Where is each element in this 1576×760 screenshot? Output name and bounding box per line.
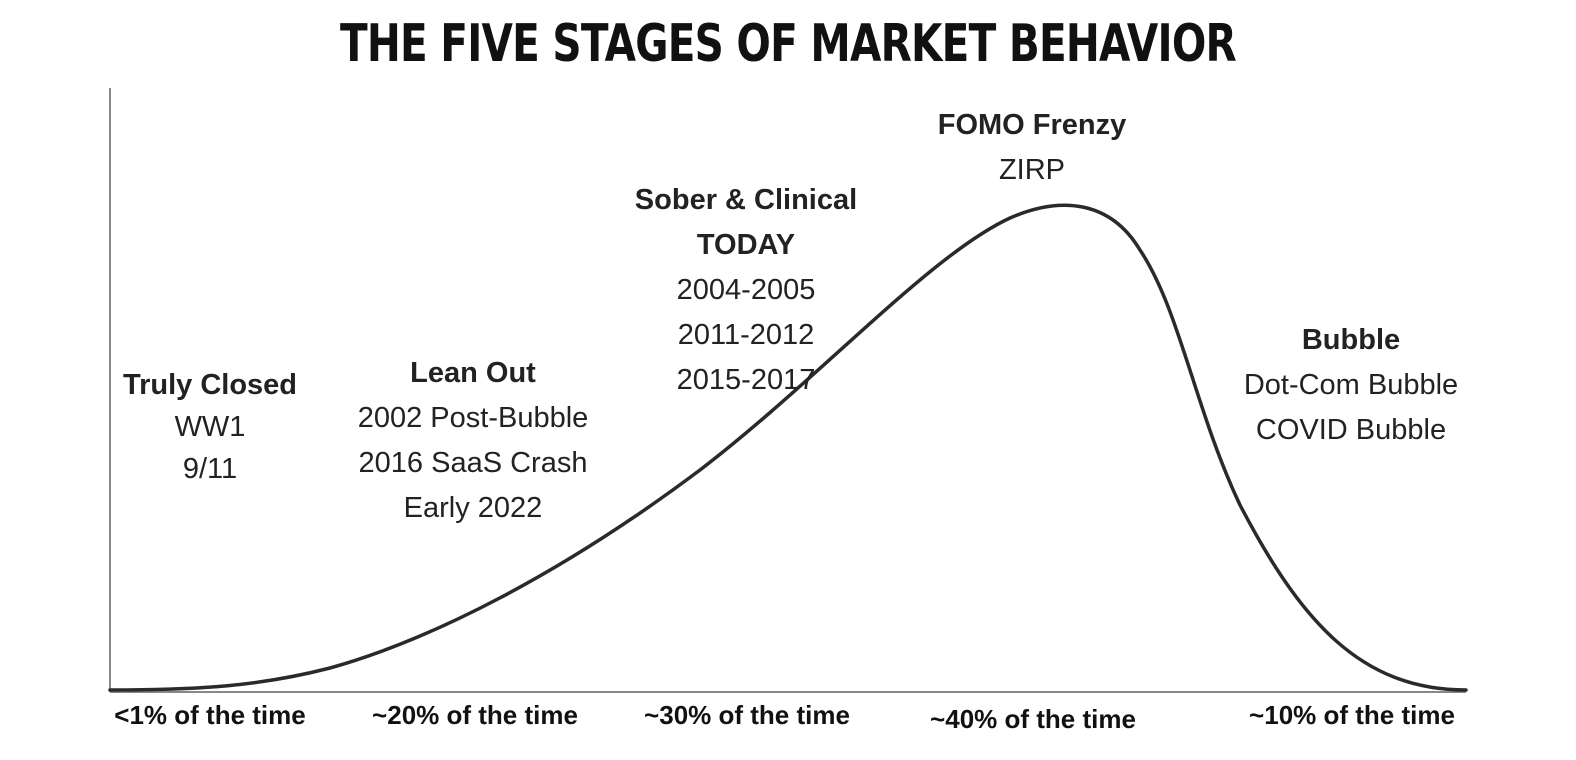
stage-example: Early 2022	[403, 492, 543, 524]
stage-example: COVID Bubble	[1255, 414, 1447, 446]
stage-name: Lean Out	[410, 357, 536, 389]
stage-sober-clinical: Sober & Clinical TODAY 2004-2005 2011-20…	[606, 178, 886, 403]
diagram-title: THE FIVE STAGES OF MARKET BEHAVIOR	[339, 14, 1237, 74]
stage-name: FOMO Frenzy	[937, 109, 1127, 141]
stage-example: 2015-2017	[676, 364, 816, 396]
stage-name: Truly Closed	[122, 369, 298, 401]
stage-example: 2011-2012	[677, 319, 815, 351]
share-truly-closed: <1% of the time	[114, 700, 306, 730]
market-cycle-curve	[108, 203, 1468, 692]
stage-example: ZIRP	[998, 154, 1066, 186]
stage-fomo-frenzy: FOMO Frenzy ZIRP	[902, 103, 1162, 193]
stage-example: 9/11	[182, 453, 238, 485]
today-marker: TODAY	[696, 229, 796, 261]
stage-example: 2002 Post-Bubble	[357, 402, 589, 434]
stage-example: WW1	[174, 411, 246, 443]
stage-name: Bubble	[1301, 324, 1401, 356]
share-lean-out: ~20% of the time	[372, 700, 578, 730]
share-sober-clinical: ~30% of the time	[644, 700, 850, 730]
stage-example: 2004-2005	[676, 274, 816, 306]
stage-name: Sober & Clinical	[634, 184, 858, 216]
stage-bubble: Bubble Dot-Com Bubble COVID Bubble	[1206, 318, 1496, 453]
stage-example: Dot-Com Bubble	[1243, 369, 1459, 401]
share-fomo-frenzy: ~40% of the time	[930, 704, 1136, 734]
stage-example: 2016 SaaS Crash	[358, 447, 588, 479]
share-bubble: ~10% of the time	[1249, 700, 1455, 730]
stage-lean-out: Lean Out 2002 Post-Bubble 2016 SaaS Cras…	[333, 351, 613, 531]
stage-truly-closed: Truly Closed WW1 9/11	[95, 364, 325, 490]
